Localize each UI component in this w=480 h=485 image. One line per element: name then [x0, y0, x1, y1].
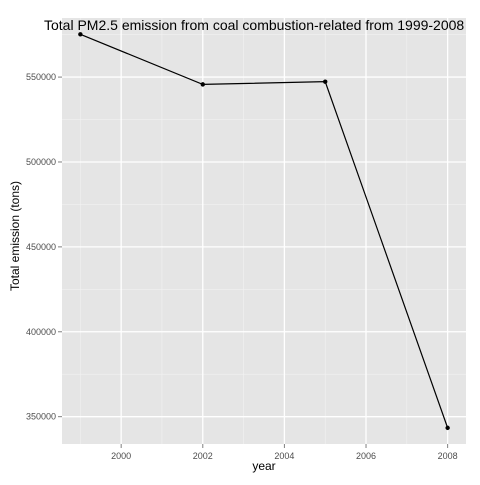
y-tick-label: 550000: [26, 72, 56, 82]
y-tick-label: 400000: [26, 327, 56, 337]
x-tick-label: 2006: [356, 451, 376, 461]
x-tick-label: 2004: [274, 451, 294, 461]
series-line: [80, 33, 449, 429]
data-point: [78, 32, 83, 37]
x-tick-label: 2002: [193, 451, 213, 461]
y-tick-label: 450000: [26, 242, 56, 252]
data-point: [323, 79, 328, 84]
x-tick-label: 2000: [111, 451, 131, 461]
major-grid: [62, 18, 466, 444]
y-axis-title: Total emission (tons): [8, 181, 22, 291]
y-tick-label: 350000: [26, 412, 56, 422]
x-axis: 2000 2002 2004 2006 2008: [111, 444, 458, 461]
chart-title: Total PM2.5 emission from coal combustio…: [44, 17, 464, 33]
y-tick-label: 500000: [26, 157, 56, 167]
x-tick-label: 2008: [438, 451, 458, 461]
y-axis: 350000 400000 450000 500000 550000: [26, 72, 62, 422]
series-layer: [78, 32, 450, 431]
data-point: [445, 425, 450, 431]
minor-grid: [62, 18, 466, 444]
plot-panel: [62, 18, 466, 444]
data-point: [200, 82, 205, 87]
x-axis-title: year: [252, 459, 275, 473]
